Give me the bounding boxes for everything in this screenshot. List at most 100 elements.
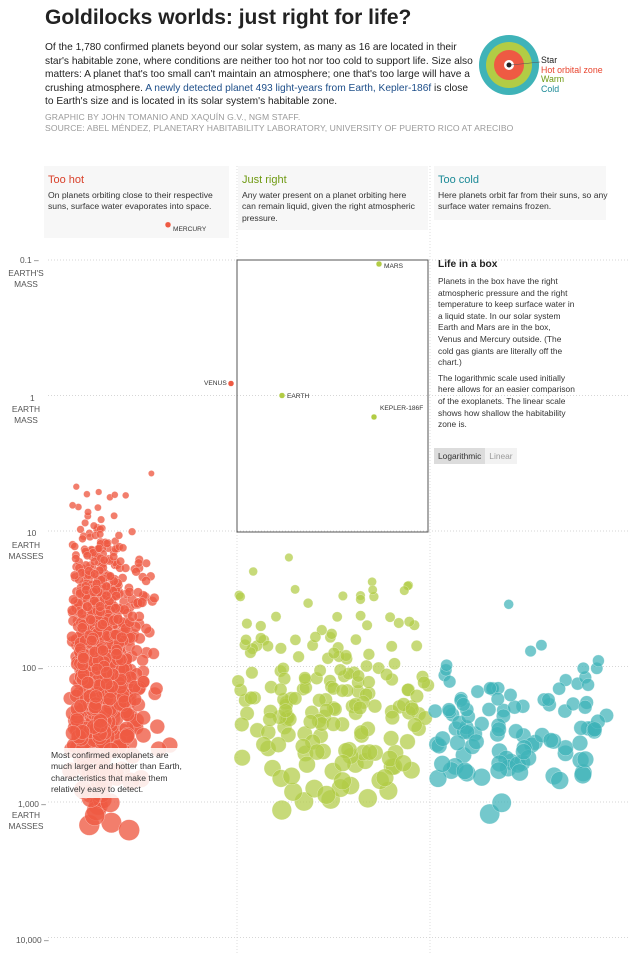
intro-plain: Of the 1,780 confirmed planets beyond ou… — [45, 42, 473, 94]
lifebox-para-1: Planets in the box have the right atmosp… — [438, 276, 575, 368]
planet-hot-585 — [149, 592, 160, 604]
legend-labels: Star Hot orbital zone Warm Cold — [541, 55, 603, 94]
planet-hot-720 — [105, 571, 115, 581]
planet-hot-649 — [116, 556, 125, 566]
planet-warm-1083 — [270, 736, 287, 753]
planet-warm-1046 — [333, 771, 352, 791]
logarithmic-toggle-button[interactable]: Logarithmic — [434, 448, 486, 464]
planet-warm-1005 — [403, 616, 415, 628]
planet-warm-1070 — [404, 701, 420, 717]
planet-hot-896 — [65, 725, 81, 741]
planet-warm-943 — [235, 591, 246, 602]
planet-cold-1128 — [550, 771, 569, 790]
planet-warm-1064 — [262, 640, 274, 652]
planet-hot-26 — [122, 491, 130, 500]
planet-warm-1036 — [407, 717, 423, 733]
lifebox-text: Planets in the box have the right atmosp… — [438, 276, 576, 435]
planet-hot-138 — [110, 511, 118, 520]
planet-warm-1032 — [358, 788, 378, 808]
intro-text: Of the 1,780 confirmed planets beyond ou… — [45, 41, 475, 109]
planet-hot-851 — [100, 677, 114, 691]
planet-cold-1165 — [576, 750, 594, 768]
planet-hot-816 — [85, 614, 97, 626]
planet-hot-893 — [102, 692, 117, 706]
planet-warm-1085 — [417, 675, 431, 690]
planet-hot-211 — [149, 718, 165, 735]
planet-warm-1076 — [284, 553, 294, 562]
intro-tail: is close to Earth's size and is located … — [45, 82, 469, 108]
planet-cold-1192 — [434, 730, 451, 747]
planet-hot-795 — [78, 534, 87, 543]
legend-star-dot — [506, 62, 512, 68]
planet-hot-850 — [109, 552, 119, 562]
planet-warm-928 — [326, 628, 338, 640]
planet-cold-1164 — [524, 645, 537, 658]
planet-warm-1025 — [234, 716, 250, 732]
planet-warm-1040 — [367, 698, 383, 714]
planet-hot-705 — [84, 805, 105, 826]
scale-toggle[interactable]: Logarithmic Linear — [434, 448, 517, 464]
planet-hot-663 — [81, 518, 90, 527]
planet-hot-807 — [121, 563, 131, 573]
planet-cold-1171 — [510, 763, 529, 782]
planet-warm-1030 — [248, 566, 258, 577]
planet-hot-62 — [94, 503, 102, 512]
planet-cold-1189 — [515, 743, 532, 761]
legend-label-cold: Cold — [541, 83, 560, 94]
planet-hot-361 — [76, 525, 85, 534]
planet-warm-1059 — [399, 585, 410, 596]
planet-cold-1146 — [474, 716, 490, 732]
planet-cold-1143 — [592, 654, 605, 667]
planet-hot-375 — [134, 632, 146, 645]
planet-hot-45 — [83, 490, 91, 498]
linear-toggle-button[interactable]: Linear — [485, 448, 517, 464]
planet-warm-1077 — [240, 634, 252, 646]
planet-warm-1034 — [353, 724, 370, 741]
planet-hot-878 — [147, 647, 160, 660]
planet-cold-1147 — [443, 675, 457, 689]
zone-warm-text: Any water present on a planet orbiting h… — [242, 190, 415, 223]
planet-hot-897 — [110, 648, 123, 661]
planet-warm-902 — [274, 642, 287, 655]
planet-hot-891 — [94, 601, 106, 612]
planet-warm-1067 — [362, 675, 376, 689]
planet-warm-985 — [233, 749, 251, 767]
planet-warm-1089 — [351, 669, 365, 683]
planet-warm-921 — [292, 650, 305, 663]
planet-hot-888 — [120, 707, 135, 722]
planet-cold-1148 — [581, 678, 595, 692]
planet-cold-1194 — [440, 659, 453, 672]
zone-warm-panel — [238, 166, 428, 230]
planet-hot-873 — [100, 665, 114, 679]
planet-hot-169 — [135, 727, 152, 744]
planet-hot-492 — [114, 531, 124, 540]
planet-hot-824 — [111, 590, 122, 601]
planet-hot-865 — [81, 676, 95, 690]
planet-cold-1193 — [449, 734, 466, 751]
planet-hot-884 — [82, 601, 93, 612]
intro-highlight-link[interactable]: A newly detected planet 493 light-years … — [145, 82, 432, 94]
planet-warm-1015 — [355, 594, 366, 605]
planet-warm-1007 — [410, 640, 423, 652]
lifebox-title: Life in a box — [438, 259, 498, 270]
planet-warm-1060 — [337, 590, 348, 601]
planet-warm-947 — [283, 782, 303, 802]
planet-hot-830 — [76, 608, 88, 619]
planet-hot-889 — [77, 651, 90, 665]
planet-warm-1043 — [245, 666, 259, 680]
planet-hot-847 — [110, 603, 121, 614]
y-tick-1000: 1,000 – — [18, 799, 46, 809]
legend-label-hot: Hot orbital zone — [541, 64, 603, 75]
zone-hot-text: On planets orbiting close to their respe… — [48, 190, 213, 212]
zone-cold-panel — [434, 166, 606, 220]
planet-warm-995 — [290, 584, 300, 595]
planet-hot-798 — [133, 587, 144, 598]
planet-warm-980 — [384, 710, 400, 726]
planet-cold-1133 — [491, 792, 512, 813]
planet-hot-262 — [89, 521, 98, 530]
planet-warm-916 — [388, 657, 401, 670]
planet-cold-1168 — [552, 681, 566, 696]
planet-warm-1081 — [385, 640, 398, 653]
planet-hot-815 — [128, 527, 137, 536]
planet-hot-701 — [135, 710, 151, 726]
